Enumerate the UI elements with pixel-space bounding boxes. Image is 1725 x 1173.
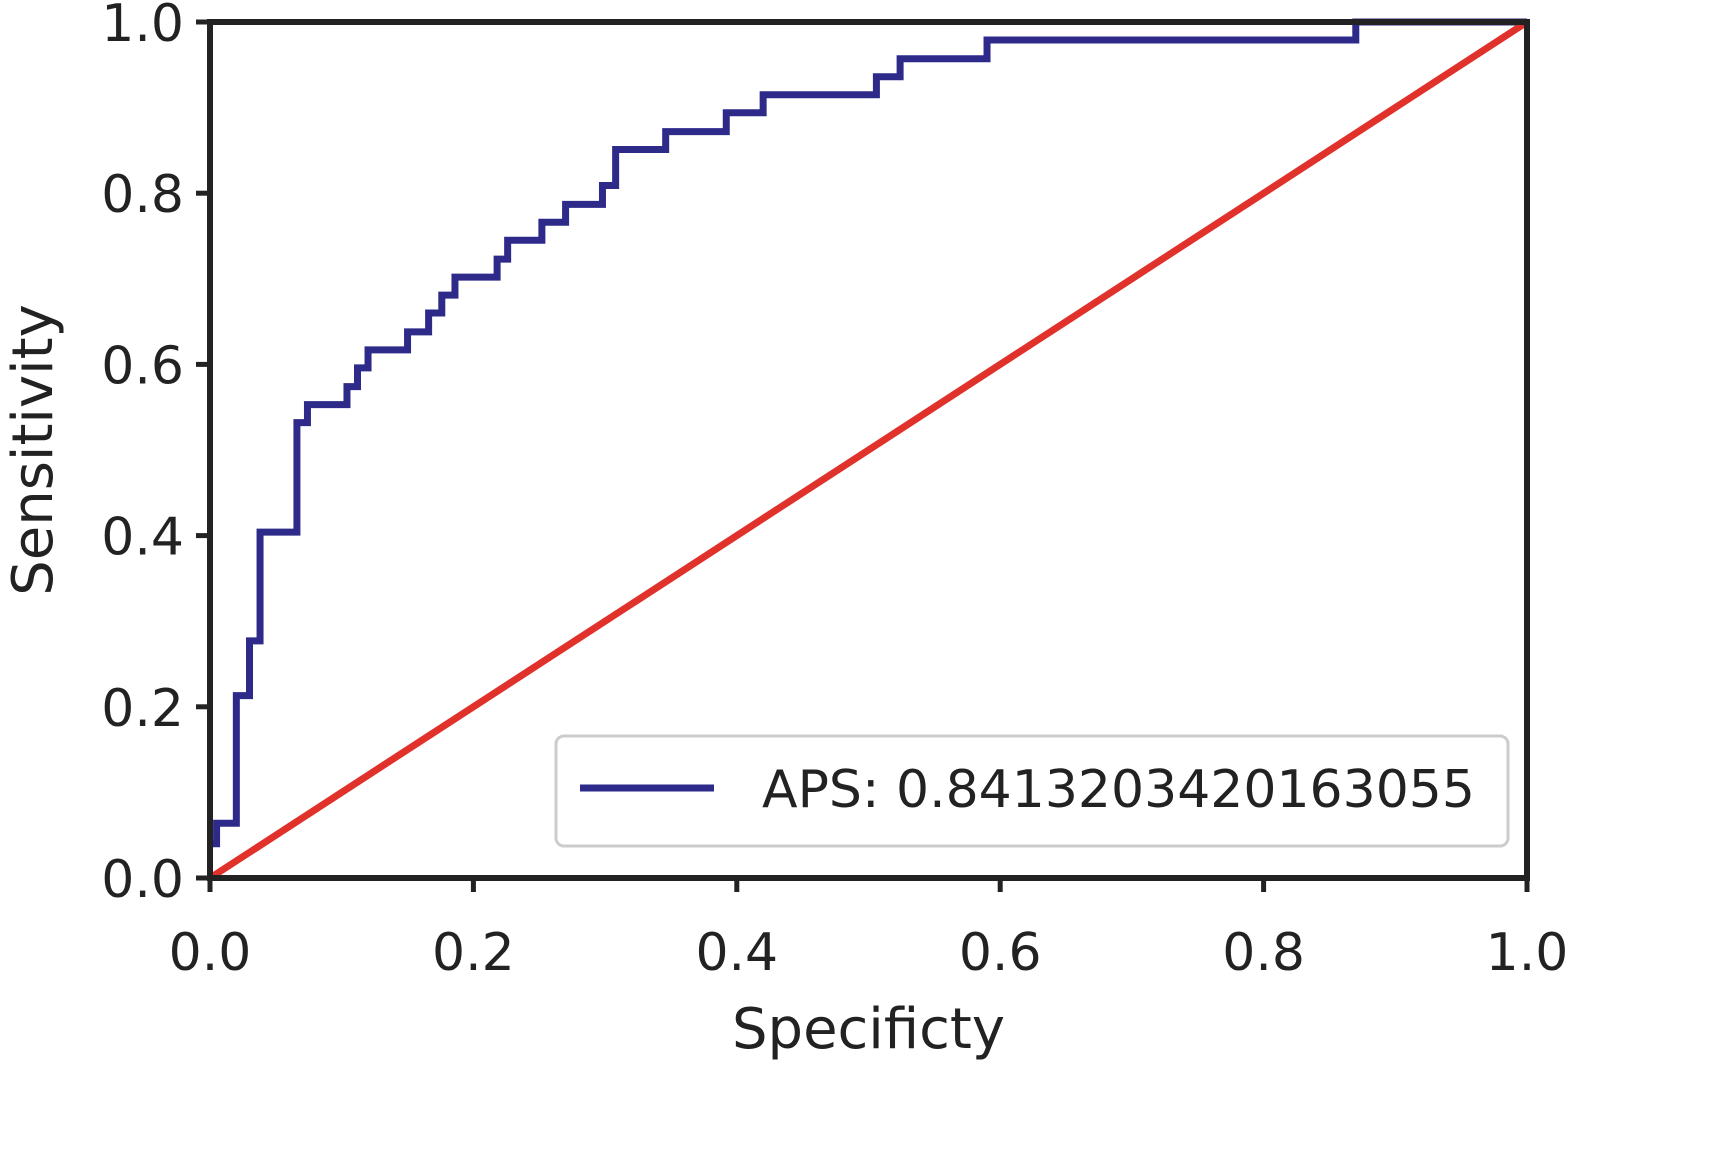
roc-curve-series bbox=[210, 18, 1527, 848]
chance-diagonal-series bbox=[208, 19, 1529, 881]
ticks-layer: 0.0 0.2 0.4 0.6 0.8 1.0 0.0 0.2 0.4 0.6 0.8 1.0 bbox=[101, 0, 1568, 983]
x-tick-label: 0.0 bbox=[169, 923, 252, 983]
x-tick-label: 1.0 bbox=[1486, 923, 1569, 983]
x-tick-label: 0.4 bbox=[695, 923, 778, 983]
y-tick-label: 0.6 bbox=[101, 336, 184, 396]
y-tick-label: 0.0 bbox=[101, 850, 184, 910]
x-axis-title: Specificty bbox=[732, 997, 1005, 1062]
x-tick-label: 0.6 bbox=[959, 923, 1042, 983]
y-tick-label: 1.0 bbox=[101, 0, 184, 54]
legend-box bbox=[554, 734, 1510, 848]
plot-area-frame bbox=[207, 19, 1530, 881]
x-tick-label: 0.2 bbox=[432, 923, 515, 983]
y-tick-label: 0.2 bbox=[101, 679, 184, 739]
x-tick-label: 0.8 bbox=[1222, 923, 1305, 983]
legend: APS: 0.8413203420163055 bbox=[554, 734, 1510, 848]
y-axis-title: Sensitivity bbox=[1, 304, 66, 596]
y-tick-label: 0.8 bbox=[101, 165, 184, 225]
series-layer bbox=[208, 18, 1529, 881]
y-tick-label: 0.4 bbox=[101, 508, 184, 568]
legend-label: APS: 0.8413203420163055 bbox=[762, 760, 1475, 820]
